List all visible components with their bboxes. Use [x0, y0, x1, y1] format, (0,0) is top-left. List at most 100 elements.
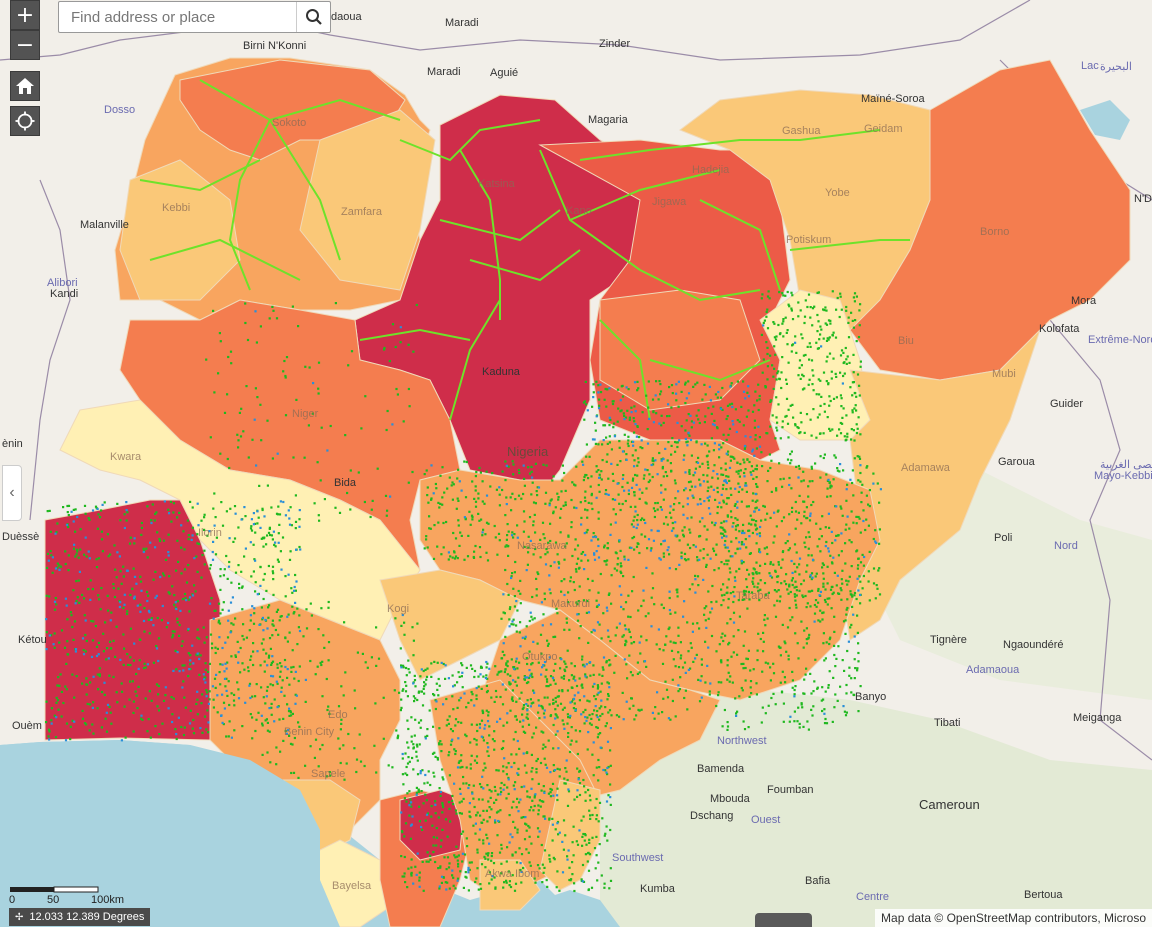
search-input[interactable]	[59, 2, 296, 32]
location-point	[697, 584, 700, 587]
location-point	[423, 547, 426, 550]
zoom-in-button[interactable]: +	[10, 0, 40, 30]
location-point	[294, 520, 298, 523]
location-point	[854, 319, 857, 322]
location-point	[727, 433, 730, 436]
zoom-out-button[interactable]: −	[10, 30, 40, 60]
location-point	[707, 486, 710, 489]
place-label: Kogi	[387, 603, 410, 615]
locate-button[interactable]	[10, 106, 40, 136]
location-point	[437, 816, 440, 819]
location-point	[238, 582, 241, 585]
location-point	[876, 482, 879, 485]
location-point	[406, 792, 409, 795]
location-point	[517, 494, 521, 497]
location-point	[570, 674, 573, 677]
location-point	[593, 682, 596, 685]
location-point	[213, 492, 216, 495]
location-point	[58, 684, 61, 687]
location-point	[382, 696, 385, 699]
place-label: Benin City	[284, 726, 335, 738]
location-point	[605, 405, 608, 408]
location-point	[209, 564, 212, 567]
location-point	[327, 705, 330, 708]
points-layer-green	[45, 290, 882, 893]
location-point	[119, 519, 122, 522]
location-point	[459, 792, 462, 795]
location-point	[289, 710, 292, 713]
location-point	[749, 669, 752, 672]
location-point	[843, 669, 846, 672]
location-point	[463, 460, 466, 463]
location-point	[470, 699, 473, 702]
location-point	[485, 494, 489, 497]
location-point	[364, 661, 367, 664]
location-point	[444, 664, 447, 667]
location-point	[609, 879, 613, 882]
place-label: Potiskum	[786, 234, 832, 246]
location-point	[469, 767, 472, 770]
location-point	[619, 460, 622, 463]
location-point	[627, 439, 630, 442]
location-point	[715, 704, 718, 708]
location-point	[164, 686, 167, 689]
location-point	[403, 797, 406, 800]
location-point	[791, 616, 794, 619]
location-point	[758, 394, 761, 398]
location-point	[556, 695, 559, 698]
location-point	[552, 764, 555, 767]
search-button[interactable]	[296, 2, 330, 32]
location-point	[662, 606, 665, 610]
location-point	[763, 614, 766, 617]
location-point	[548, 854, 551, 857]
place-label: Southwest	[612, 852, 664, 864]
location-point	[544, 817, 547, 820]
location-point	[818, 338, 821, 341]
location-point	[55, 531, 58, 534]
location-point	[553, 858, 556, 861]
location-point	[853, 391, 856, 395]
location-point	[346, 491, 349, 495]
location-point	[708, 690, 711, 693]
location-point	[262, 545, 265, 548]
location-point	[721, 532, 724, 535]
location-point	[864, 528, 867, 532]
location-point	[401, 613, 404, 617]
location-point	[840, 532, 843, 535]
location-point	[447, 866, 451, 869]
location-point	[581, 844, 584, 847]
location-point	[766, 346, 769, 349]
location-point	[548, 574, 551, 577]
location-point	[724, 530, 727, 533]
bottom-panel-toggle[interactable]	[755, 913, 812, 927]
location-point	[294, 670, 297, 673]
location-point	[484, 866, 487, 869]
location-point	[263, 670, 266, 673]
location-point	[498, 493, 501, 496]
location-point	[779, 437, 782, 440]
location-point	[624, 628, 627, 631]
location-point	[45, 700, 48, 703]
location-point	[595, 380, 598, 383]
home-button[interactable]	[10, 71, 40, 101]
location-point	[702, 480, 705, 483]
location-point	[712, 488, 715, 491]
location-point	[146, 590, 149, 594]
location-point	[540, 601, 543, 604]
location-point	[50, 634, 53, 637]
location-point	[272, 624, 275, 627]
location-point	[831, 428, 834, 431]
location-point	[858, 324, 861, 327]
location-point	[770, 696, 773, 700]
location-point	[412, 695, 415, 698]
location-point	[618, 540, 621, 543]
location-point	[544, 563, 548, 566]
location-point	[258, 484, 261, 487]
location-point	[98, 598, 101, 601]
place-label: Kano	[566, 205, 592, 217]
location-point	[855, 431, 858, 435]
side-panel-toggle[interactable]: ‹	[2, 465, 22, 521]
location-point	[491, 875, 494, 878]
location-point	[221, 693, 224, 696]
